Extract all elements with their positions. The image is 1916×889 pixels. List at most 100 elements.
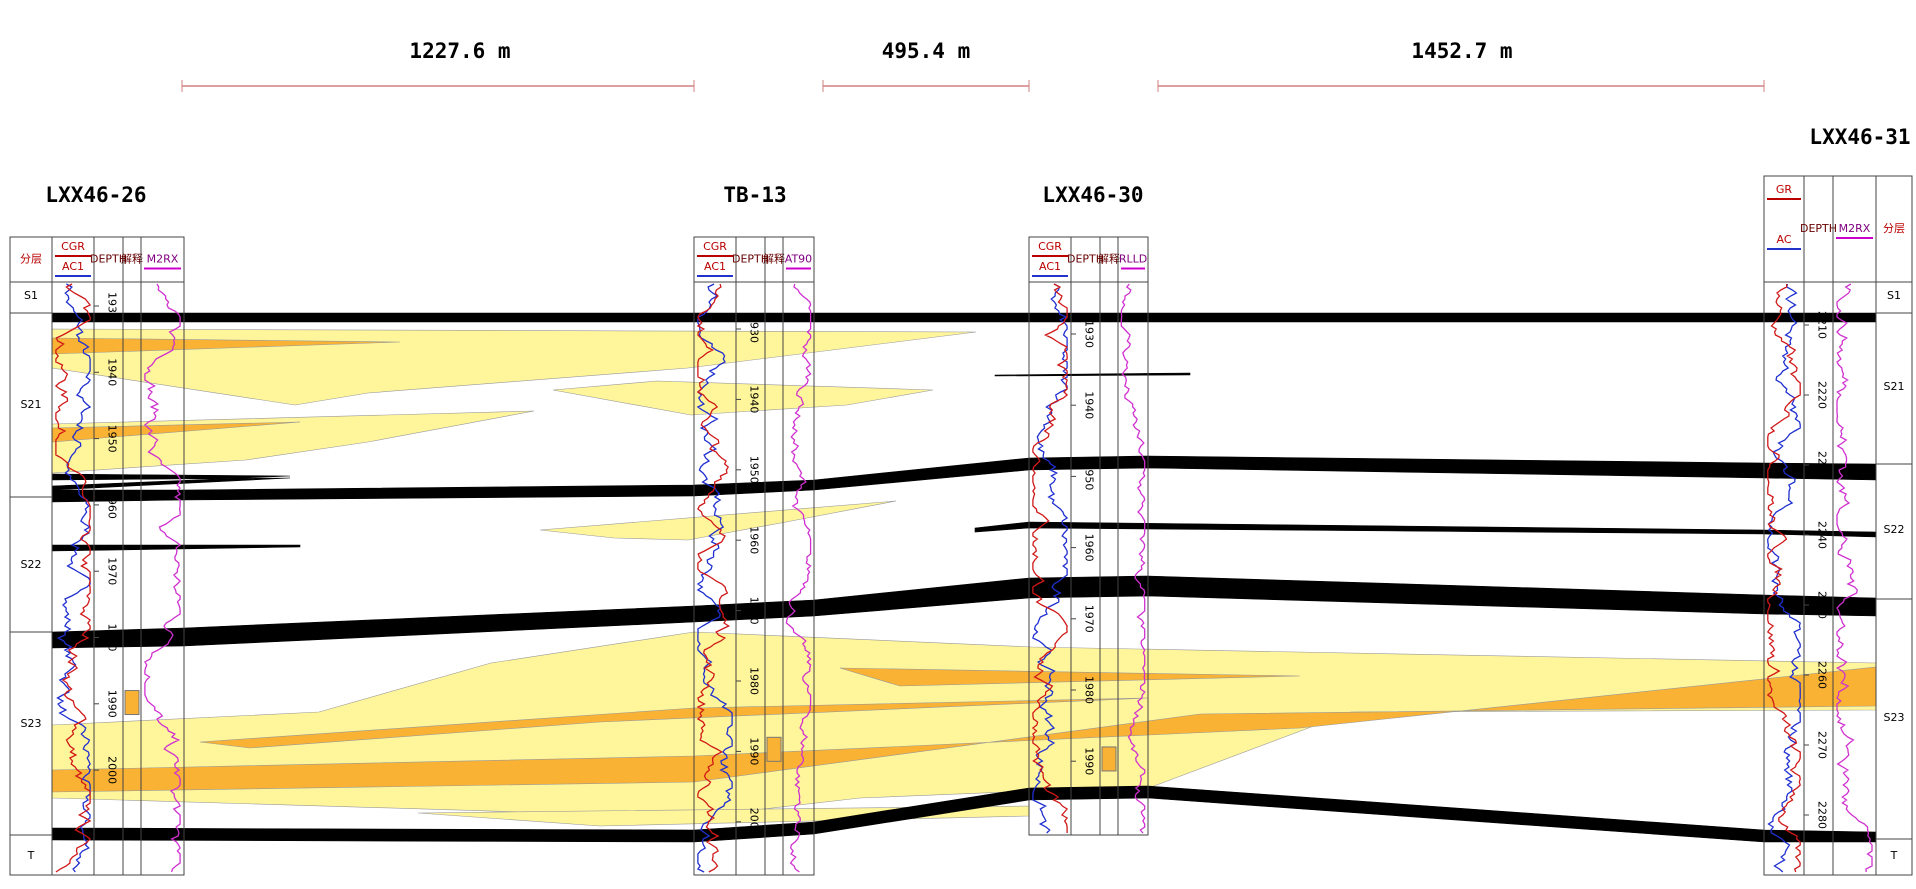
log-curve: [1031, 283, 1069, 833]
depth-label: 1960: [1083, 534, 1096, 562]
depth-label: 1940: [748, 385, 761, 413]
depth-label: 1960: [748, 526, 761, 554]
well-frame: [1763, 175, 1913, 876]
column-header: 解释: [121, 252, 143, 266]
well-name: LXX46-26: [45, 183, 146, 207]
sand-body: [51, 410, 535, 474]
sand-body: [552, 380, 934, 416]
layer-label: S22: [1884, 523, 1905, 536]
column-header: 解释: [763, 252, 785, 266]
marker-bed: [974, 521, 1877, 538]
interp-box: [1101, 746, 1117, 772]
depth-label: 2260: [1816, 661, 1829, 689]
marker-bed: [994, 372, 1191, 377]
sand-core: [199, 697, 1149, 749]
column-header: 分层: [20, 253, 42, 266]
marker-bed: [51, 312, 1877, 323]
log-curve: [696, 283, 731, 873]
well-frame: [693, 236, 815, 876]
interp-box: [766, 736, 782, 762]
curve-header: RLLD: [1119, 253, 1147, 266]
depth-label: 2270: [1816, 731, 1829, 759]
depth-label: 1970: [106, 557, 119, 585]
column-header: DEPTH: [90, 253, 127, 266]
log-curve: [54, 283, 92, 873]
depth-label: 1970: [748, 597, 761, 625]
depth-label: 1970: [1083, 605, 1096, 633]
distance-label: 1227.6 m: [409, 39, 510, 63]
well-frame: [1028, 236, 1149, 836]
marker-bed: [51, 455, 1877, 503]
background-layer: [51, 312, 1877, 843]
distance-label: 495.4 m: [882, 39, 971, 63]
log-curve: [1120, 283, 1146, 834]
well-name: LXX46-31: [1809, 125, 1910, 149]
layer-label: S23: [21, 717, 42, 730]
depth-label: 1950: [106, 425, 119, 453]
layer-label: T: [27, 849, 35, 862]
layer-label: S21: [1884, 380, 1905, 393]
curve-header: M2RX: [1839, 222, 1871, 235]
curve-header: GR: [1776, 183, 1793, 196]
marker-bed: [51, 473, 291, 491]
curve-header: CGR: [1038, 240, 1062, 253]
sand-body: [51, 631, 1877, 818]
interp-box: [124, 690, 140, 716]
depth-label: 2220: [1816, 381, 1829, 409]
depth-label: 2280: [1816, 801, 1829, 829]
depth-label: 1930: [106, 292, 119, 320]
depth-label: 1990: [1083, 747, 1096, 775]
layer-label: S1: [24, 289, 38, 302]
depth-label: 1940: [106, 358, 119, 386]
depth-label: 1950: [1083, 462, 1096, 490]
log-curve: [143, 283, 182, 873]
depth-label: 1990: [106, 690, 119, 718]
layer-label: S23: [1884, 711, 1905, 724]
well-frame: [9, 236, 185, 876]
depth-label: 2230: [1816, 451, 1829, 479]
column-header: DEPTH: [1067, 253, 1104, 266]
log-curve: [1766, 283, 1801, 873]
layer-label: S21: [21, 398, 42, 411]
log-curve: [1032, 283, 1069, 834]
log-curve: [785, 283, 812, 873]
depth-label: 1990: [748, 737, 761, 765]
curve-header: AT90: [785, 253, 812, 266]
well-name: TB-13: [723, 183, 786, 207]
curve-header: AC1: [62, 260, 84, 273]
sand-body: [539, 500, 897, 541]
depth-label: 1940: [1083, 391, 1096, 419]
column-header: 分层: [1883, 222, 1905, 235]
marker-bed: [51, 575, 1877, 649]
depth-label: 2000: [106, 756, 119, 784]
depth-label: 1930: [1083, 320, 1096, 348]
log-curve: [696, 283, 733, 873]
depth-label: 1950: [748, 456, 761, 484]
curve-header: AC: [1776, 233, 1791, 246]
column-header: 解释: [1098, 252, 1120, 266]
depth-label: 2250: [1816, 591, 1829, 619]
log-curve: [56, 283, 92, 873]
depth-label: 2210: [1816, 311, 1829, 339]
curve-header: AC1: [1039, 260, 1061, 273]
well-name: LXX46-30: [1042, 183, 1143, 207]
depth-label: 2240: [1816, 521, 1829, 549]
depth-label: 1960: [106, 491, 119, 519]
distance-label: 1452.7 m: [1411, 39, 1512, 63]
column-header: DEPTH: [1800, 222, 1837, 235]
depth-label: 1980: [106, 624, 119, 652]
depth-label: 1980: [1083, 676, 1096, 704]
curve-header: CGR: [703, 240, 727, 253]
layer-label: T: [1890, 849, 1898, 862]
depth-label: 1980: [748, 667, 761, 695]
log-curve: [1835, 283, 1873, 873]
column-header: DEPTH: [732, 253, 769, 266]
curve-header: AC1: [704, 260, 726, 273]
layer-label: S22: [21, 558, 42, 571]
curve-header: M2RX: [147, 253, 179, 266]
depth-label: 1930: [748, 315, 761, 343]
curve-header: CGR: [61, 240, 85, 253]
layer-label: S1: [1887, 289, 1901, 302]
depth-label: 2000: [748, 808, 761, 836]
